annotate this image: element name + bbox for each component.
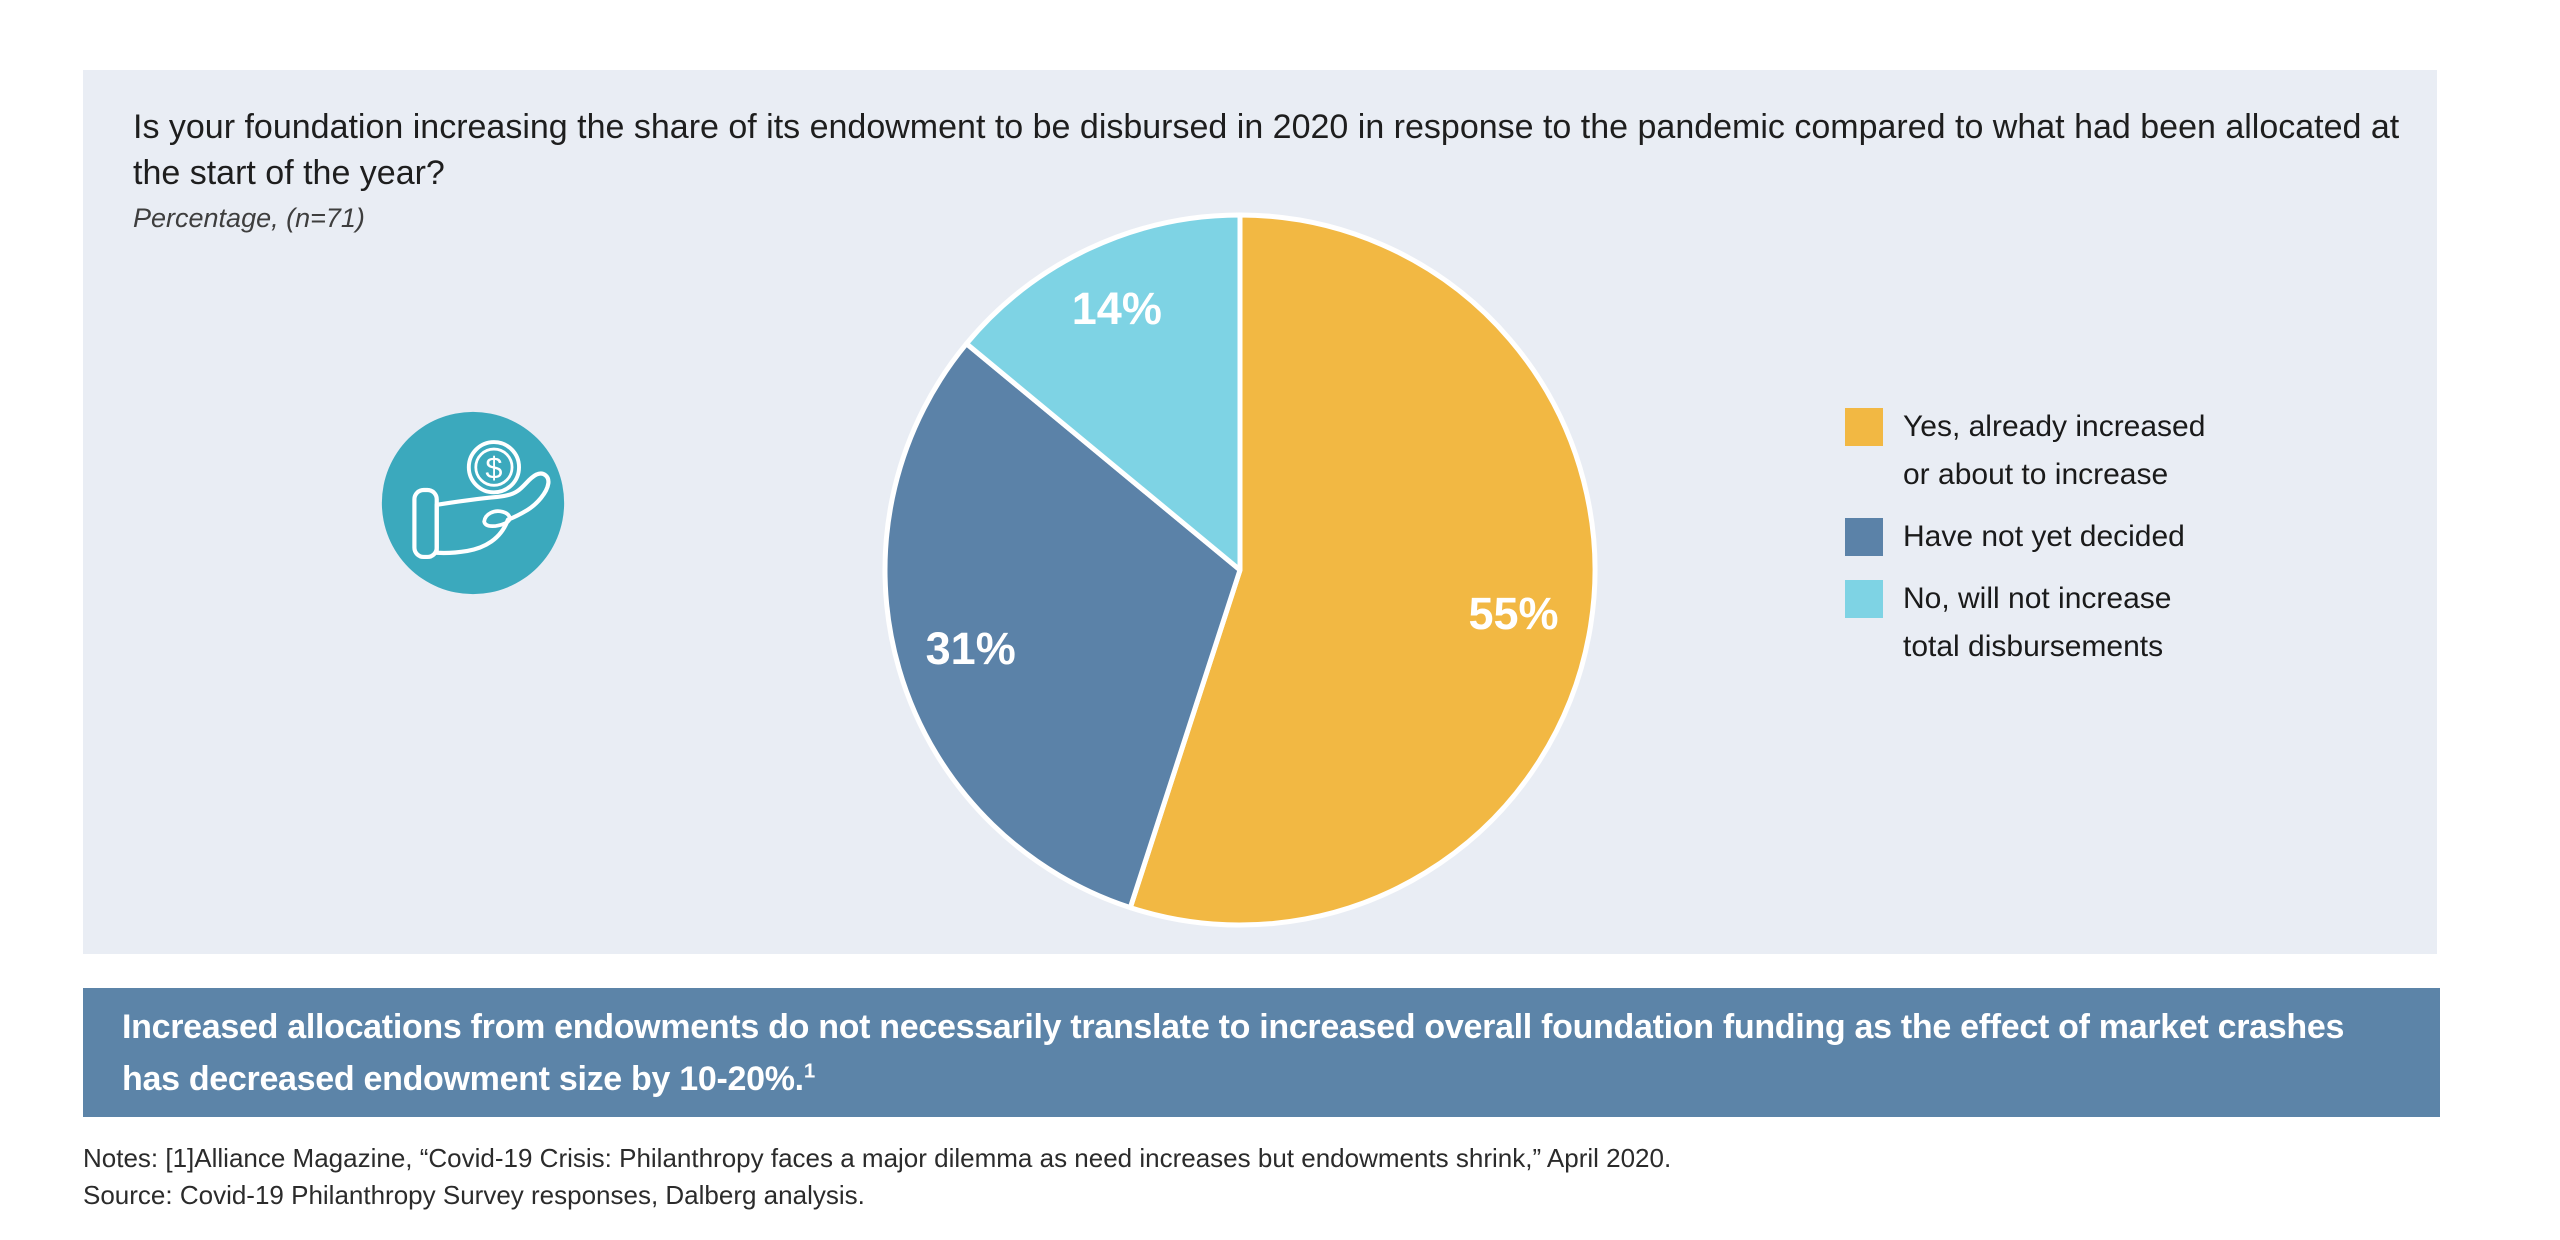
pie-slice-label: 14% [1072,283,1162,334]
chart-title: Is your foundation increasing the share … [133,108,2400,192]
legend-item: No, will not increase total disbursements [1845,575,2205,671]
chart-header: Is your foundation increasing the share … [133,104,2423,234]
chart-panel: Is your foundation increasing the share … [83,70,2437,954]
hand-fingers-fold [482,509,512,529]
source-line: Source: Covid-19 Philanthropy Survey res… [83,1180,865,1210]
banner-text-block: Increased allocations from endowments do… [122,1001,2380,1105]
pie-chart-svg: 55% 31% 14% [882,212,1598,928]
pie-slice-label: 55% [1468,588,1558,639]
coin-inner-ring [474,447,514,487]
dollar-sign: $ [485,450,502,485]
legend-label: Yes, already increased or about to increa… [1903,410,2206,491]
legend-swatch [1845,518,1883,556]
key-message-banner: Increased allocations from endowments do… [83,988,2440,1117]
legend-swatch [1845,408,1883,446]
pie-slice [1127,212,1598,928]
legend-swatch [1845,580,1883,618]
hand-holding-coin-icon-svg: $ [381,411,565,595]
banner-footnote-marker: 1 [803,1060,815,1083]
notes-line: Notes: [1]Alliance Magazine, “Covid-19 C… [83,1143,1672,1173]
legend: Yes, already increased or about to increa… [1845,403,2205,671]
pie-slice [882,341,1243,911]
pie-slice-label: 31% [926,623,1016,674]
hand-palm [434,471,551,556]
coin-outer-ring [466,440,521,495]
legend-label: Have not yet decided [1903,520,2185,553]
legend-item: Have not yet decided [1845,513,2205,561]
chart-subtitle: Percentage, (n=71) [133,203,365,233]
footnotes: Notes: [1]Alliance Magazine, “Covid-19 C… [83,1140,2483,1214]
legend-label: No, will not increase total disbursements [1903,582,2172,663]
legend-item: Yes, already increased or about to increa… [1845,403,2205,499]
banner-text: Increased allocations from endowments do… [122,1007,2345,1098]
hand-holding-coin-icon: $ [380,410,566,596]
pie-slice [963,212,1243,573]
pie-chart: 55% 31% 14% [870,200,1610,940]
